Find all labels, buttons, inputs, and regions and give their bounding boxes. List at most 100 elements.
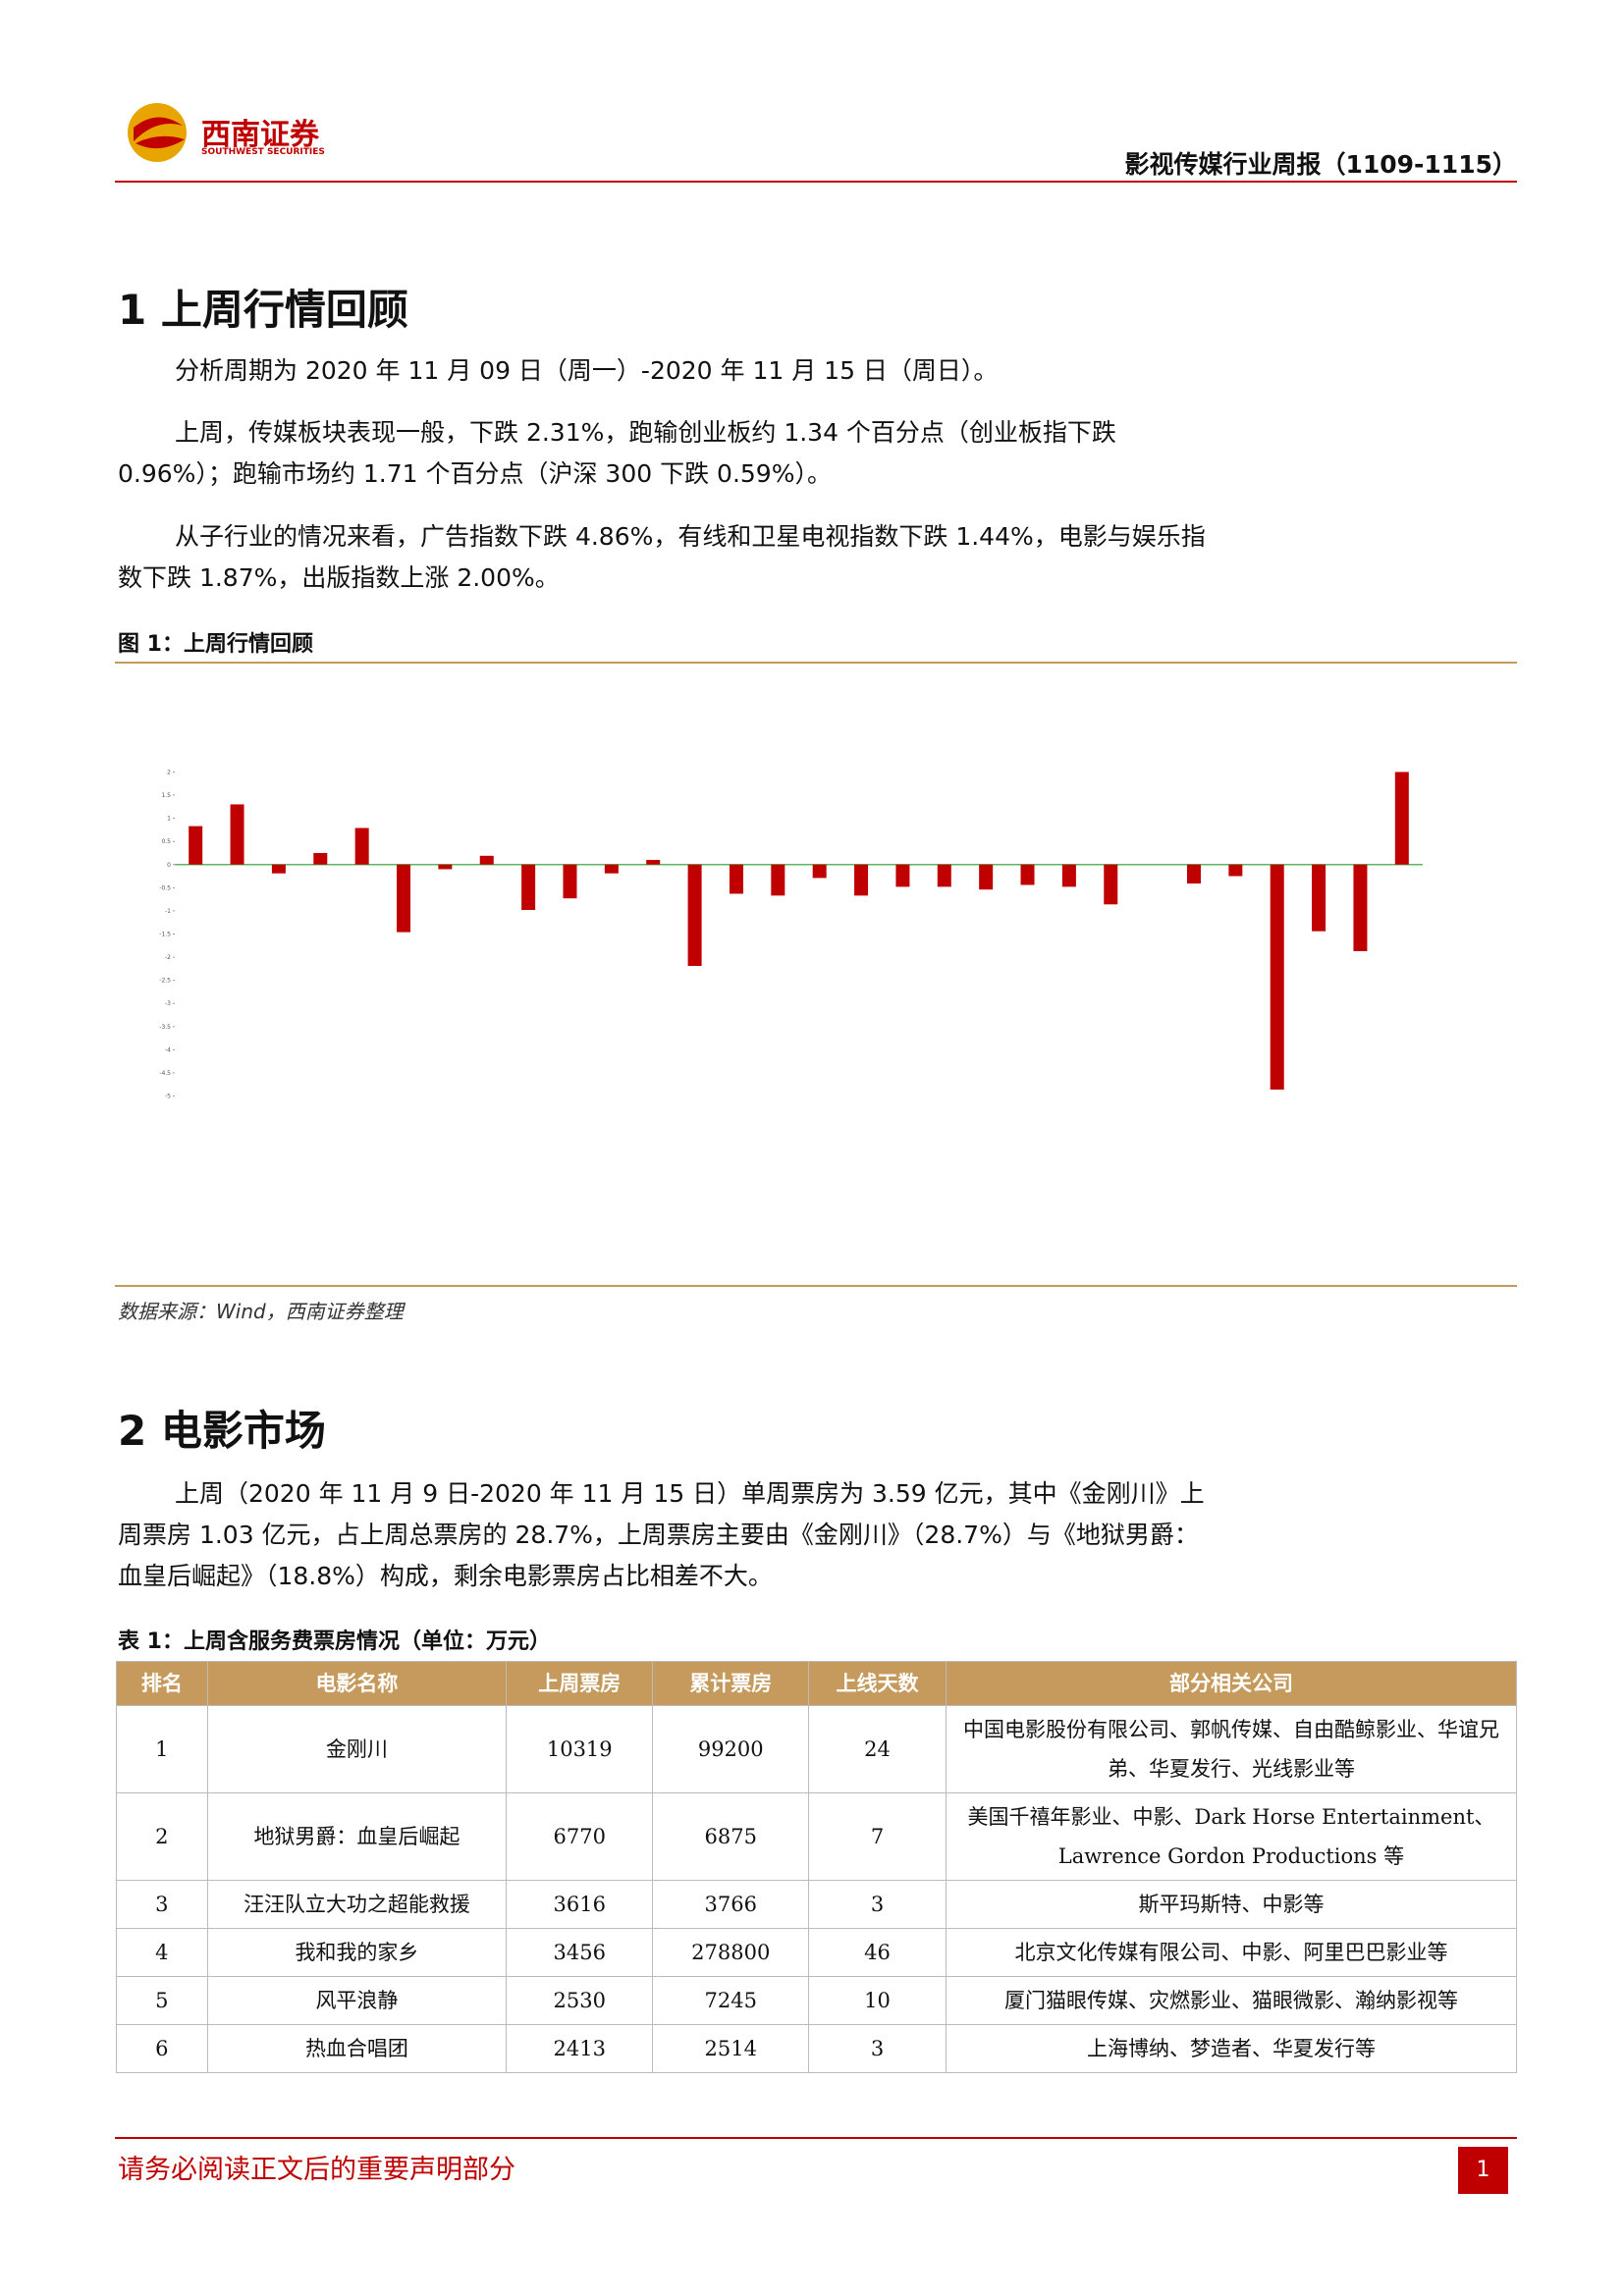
table-row: 4 我和我的家乡 3456 278800 46 北京文化传媒有限公司、中影、阿里巴巴影业等: [116, 1928, 1518, 1977]
page-number: 1: [1458, 2147, 1508, 2194]
bar: [271, 864, 286, 874]
box-office-table: 排名 电影名称 上周票房 累计票房 上线天数 部分相关公司 1 金刚川 10319 99200 24…: [116, 1661, 1518, 2073]
table-cell: 斯平玛斯特、中影等: [945, 1880, 1518, 1929]
bar: [646, 860, 661, 865]
table-cell: 2413: [506, 2024, 654, 2073]
table-caption: 表 1：上周含服务费票房情况（单位：万元）: [118, 1629, 551, 1654]
table-cell: 10: [808, 1976, 947, 2025]
table-cell: 7: [808, 1792, 947, 1881]
y-tick-label: -3.5: [159, 1024, 171, 1031]
figure-caption: 图 1：上周行情回顾: [118, 632, 313, 657]
report-title: 影视传媒行业周报（1109-1115）: [1124, 150, 1517, 179]
bar: [604, 864, 619, 874]
bar: [979, 864, 994, 890]
logo-cn: 西南证券: [201, 118, 319, 152]
header-row: 排名 电影名称 上周票房 累计票房 上线天数 部分相关公司: [116, 1661, 1518, 1706]
y-tick-label: 0.5: [161, 838, 171, 845]
logo-en: SOUTHWEST SECURITIES: [201, 147, 325, 157]
table-cell: 3: [808, 2024, 947, 2073]
table-cell: 6: [116, 2024, 208, 2073]
caption-rule: [115, 662, 1517, 664]
table-cell: 中国电影股份有限公司、郭帆传媒、自由酷鲸影业、华谊兄弟、华夏发行、光线影业等: [945, 1705, 1518, 1793]
paragraph: 上周，传媒板块表现一般，下跌 2.31%，跑输创业板约 1.34 个百分点（创业…: [118, 418, 1116, 488]
bar: [354, 828, 369, 865]
table-cell: 3766: [652, 1880, 810, 1929]
bar: [854, 864, 869, 896]
chart: 2 1.5 1 0.5 0 -0.5 -1 -1.5 -2 -2.5 -3 -3.5 -4 -4.5 -5: [159, 769, 1423, 1100]
y-tick-label: 0: [167, 862, 171, 869]
y-tick-label: 2: [167, 769, 171, 775]
bar: [1104, 864, 1118, 905]
table-row: 5 风平浪静 2530 7245 10 厦门猫眼传媒、灾燃影业、猫眼微影、瀚纳影视等: [116, 1976, 1518, 2025]
header-cell: 上周票房: [506, 1661, 654, 1706]
table-cell: 我和我的家乡: [206, 1928, 508, 1977]
bar: [937, 864, 951, 887]
table-cell: 金刚川: [206, 1705, 508, 1793]
table-row: 6 热血合唱团 2413 2514 3 上海博纳、梦造者、华夏发行等: [116, 2024, 1518, 2073]
table-cell: 地狱男爵：血皇后崛起: [206, 1792, 508, 1881]
table-cell: 厦门猫眼传媒、灾燃影业、猫眼微影、瀚纳影视等: [945, 1976, 1518, 2025]
table-cell: 1: [116, 1705, 208, 1793]
header-cell: 累计票房: [652, 1661, 810, 1706]
bar: [1020, 864, 1035, 885]
table-cell: 10319: [506, 1705, 654, 1793]
y-tick-label: -1.5: [159, 932, 171, 938]
bar: [895, 864, 910, 887]
source: 数据来源：Wind，西南证券整理: [118, 1300, 404, 1323]
header-cell: 上线天数: [808, 1661, 947, 1706]
bar: [812, 864, 827, 879]
table-cell: 6770: [506, 1792, 654, 1881]
y-tick-label: -4: [165, 1046, 171, 1053]
table-cell: 24: [808, 1705, 947, 1793]
bar: [1312, 864, 1326, 932]
y-tick-label: 1.5: [161, 792, 171, 799]
bar: [687, 864, 702, 967]
table-cell: 2514: [652, 2024, 810, 2073]
y-tick-label: -5: [165, 1094, 171, 1100]
table-cell: 4: [116, 1928, 208, 1977]
y-tick-label: -2: [165, 954, 171, 961]
table-cell: 2: [116, 1792, 208, 1881]
bar: [729, 864, 743, 894]
header-cell: 排名: [116, 1661, 208, 1706]
table-cell: 上海博纳、梦造者、华夏发行等: [945, 2024, 1518, 2073]
table-cell: 美国千禧年影业、中影、Dark Horse Entertainment、Lawr…: [945, 1792, 1518, 1881]
bar: [771, 864, 785, 896]
table-row: 2 地狱男爵：血皇后崛起 6770 6875 7 美国千禧年影业、中影、Dark Hors…: [116, 1792, 1518, 1881]
y-tick-label: -3: [165, 1000, 171, 1007]
table-cell: 3: [808, 1880, 947, 1929]
bar: [1186, 864, 1201, 884]
y-tick-label: -4.5: [159, 1070, 171, 1077]
table-row: 3 汪汪队立大功之超能救援 3616 3766 3 斯平玛斯特、中影等: [116, 1880, 1518, 1929]
table-cell: 3: [116, 1880, 208, 1929]
y-tick-label: -2.5: [159, 978, 171, 985]
section-heading: 2 电影市场: [118, 1407, 326, 1455]
table-cell: 3616: [506, 1880, 654, 1929]
footer-rule: [115, 2137, 1517, 2139]
table-cell: 5: [116, 1976, 208, 2025]
bar: [189, 826, 203, 865]
table-cell: 汪汪队立大功之超能救援: [206, 1880, 508, 1929]
y-tick-label: 1: [167, 816, 171, 823]
y-tick-label: -1: [165, 908, 171, 915]
table-cell: 46: [808, 1928, 947, 1977]
table-cell: 3456: [506, 1928, 654, 1977]
paragraph: 分析周期为 2020 年 11 月 09 日（周一）-2020 年 11 月 1…: [175, 356, 999, 385]
table-cell: 热血合唱团: [206, 2024, 508, 2073]
section-heading: 1 上周行情回顾: [118, 286, 408, 334]
bar: [563, 864, 577, 899]
table-cell: 278800: [652, 1928, 810, 1977]
bar: [438, 864, 453, 870]
bar: [1353, 864, 1368, 951]
logo-icon: [128, 103, 187, 162]
table-cell: 7245: [652, 1976, 810, 2025]
table-row: 1 金刚川 10319 99200 24 中国电影股份有限公司、郭帆传媒、自由酷鲸影业、华…: [116, 1705, 1518, 1793]
bar: [479, 855, 494, 865]
footer-notice: 请务必阅读正文后的重要声明部分: [118, 2155, 515, 2185]
table-cell: 风平浪静: [206, 1976, 508, 2025]
y-tick-label: -0.5: [159, 884, 171, 891]
bar: [397, 864, 411, 933]
header-cell: 电影名称: [206, 1661, 508, 1706]
bar: [1061, 864, 1076, 887]
